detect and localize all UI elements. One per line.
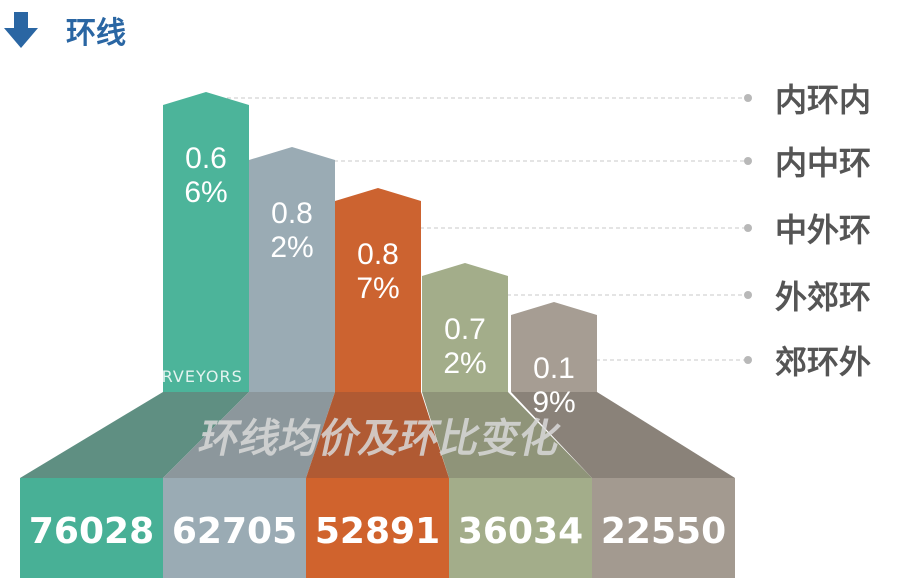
change-label: 0.72% — [443, 313, 487, 380]
price-box — [306, 478, 449, 578]
price-label: 36034 — [458, 511, 583, 552]
leader-dot — [744, 356, 752, 364]
bar — [511, 302, 597, 392]
leader-dot — [744, 157, 752, 165]
price-label: 52891 — [315, 511, 440, 552]
price-label: 62705 — [172, 511, 297, 552]
ring-name: 中外环 — [775, 211, 871, 249]
price-box — [20, 478, 163, 578]
bar — [422, 263, 508, 392]
leader-dot — [744, 94, 752, 102]
watermark-brand: URBAN SURVEYORS — [70, 367, 243, 386]
floor-segment — [163, 392, 335, 478]
header-title: 环线 — [66, 16, 126, 51]
arrow-icon — [4, 12, 38, 48]
ring-name: 外郊环 — [775, 278, 871, 316]
price-label: 76028 — [29, 511, 154, 552]
price-box — [592, 478, 735, 578]
banner-text: 环线均价及环比变化 — [195, 414, 565, 461]
leader-dot — [744, 224, 752, 232]
ring-name: 内中环 — [775, 144, 871, 182]
change-label: 0.87% — [356, 238, 400, 305]
floor-segment — [422, 392, 592, 478]
bar — [163, 92, 249, 392]
watermark-logo — [16, 333, 56, 387]
floor-segment — [20, 392, 249, 478]
floor-segment — [511, 392, 735, 478]
ring-name: 内环内 — [775, 81, 871, 119]
change-label: 0.82% — [270, 197, 314, 264]
bar — [249, 147, 335, 392]
price-box — [449, 478, 592, 578]
floor-segment — [306, 392, 449, 478]
change-label: 0.66% — [184, 142, 228, 209]
change-label: 0.19% — [532, 352, 576, 419]
watermark-name: 城市调查师行 — [70, 335, 154, 352]
leader-dot — [744, 291, 752, 299]
bar — [335, 188, 421, 392]
ring-name: 郊环外 — [775, 343, 871, 381]
price-box — [163, 478, 306, 578]
price-label: 22550 — [601, 511, 726, 552]
